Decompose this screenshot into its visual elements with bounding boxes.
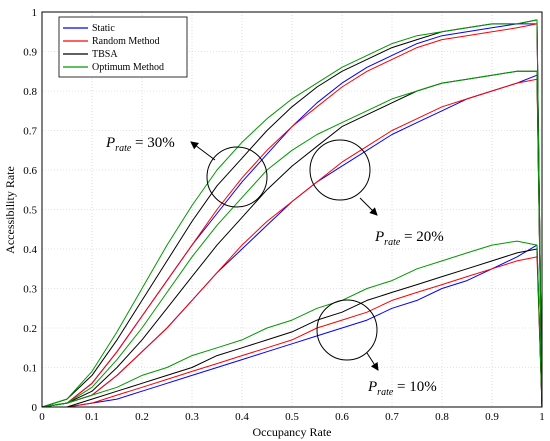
series-line-random-method-group-1: [41, 78, 543, 408]
series-line-static-group-2: [42, 244, 543, 408]
x-tick-label: 0: [39, 411, 45, 423]
x-tick-label: 0.6: [335, 411, 349, 423]
legend-random-label: Random Method: [92, 36, 160, 47]
legend-optimum-label: Optimum Method: [92, 62, 164, 73]
ticks: 0 0.1 0.2 0.3 0.4 0.5 0.6 0.7 0.8 0.9 1 0 0.1 0.2 0.3 0…: [23, 7, 545, 423]
series-line-optimum-method-group-2: [41, 240, 543, 408]
series-line-optimum-method-group-0: [41, 19, 543, 408]
series-layer: [41, 19, 543, 408]
x-tick-label: 0.1: [85, 411, 99, 423]
group-10-arrow: [366, 352, 379, 371]
y-tick-label: 0.3: [23, 284, 37, 296]
y-tick-label: 0.6: [23, 165, 37, 177]
y-tick-label: 0.8: [23, 86, 37, 98]
series-line-random-method-group-2: [42, 256, 543, 408]
x-tick-label: 0.3: [185, 411, 199, 423]
legend: Static Random Method TBSA Optimum Method: [58, 16, 188, 78]
x-tick-label: 0.7: [385, 411, 399, 423]
x-tick-label: 0.5: [285, 411, 299, 423]
x-tick-label: 0.8: [435, 411, 449, 423]
y-tick-label: 0.1: [23, 363, 37, 375]
group-10-circle: [316, 299, 378, 361]
x-tick-label: 0.4: [235, 411, 249, 423]
legend-tbsa-label: TBSA: [92, 49, 118, 60]
series-line-random-method-group-0: [41, 23, 543, 408]
legend-static-label: Static: [92, 23, 115, 34]
series-line-optimum-method-group-1: [41, 70, 543, 408]
y-tick-label: 0: [32, 402, 38, 414]
series-line-tbsa-group-2: [42, 248, 543, 408]
group-20-arrow: [359, 197, 378, 216]
y-tick-label: 0.2: [23, 323, 37, 335]
x-tick-label: 0.2: [135, 411, 149, 423]
x-tick-label: 1: [539, 411, 545, 423]
group-30-label: Prate = 30%: [105, 135, 175, 154]
y-tick-label: 0.4: [23, 244, 37, 256]
group-20-circle: [309, 139, 371, 201]
group-30-circle: [206, 146, 268, 208]
group-30-arrow: [190, 141, 216, 161]
group-10-label: Prate = 10%: [367, 379, 437, 398]
group-20-label: Prate = 20%: [374, 229, 444, 248]
y-tick-label: 0.5: [23, 205, 37, 217]
plot-frame: [41, 11, 543, 408]
y-tick-label: 0.7: [23, 126, 37, 138]
x-axis-label: Occupancy Rate: [253, 425, 332, 439]
x-tick-label: 0.9: [485, 411, 499, 423]
y-tick-label: 1: [32, 7, 38, 19]
y-axis-label: Accessibility Rate: [3, 166, 17, 254]
y-tick-label: 0.9: [23, 47, 37, 59]
